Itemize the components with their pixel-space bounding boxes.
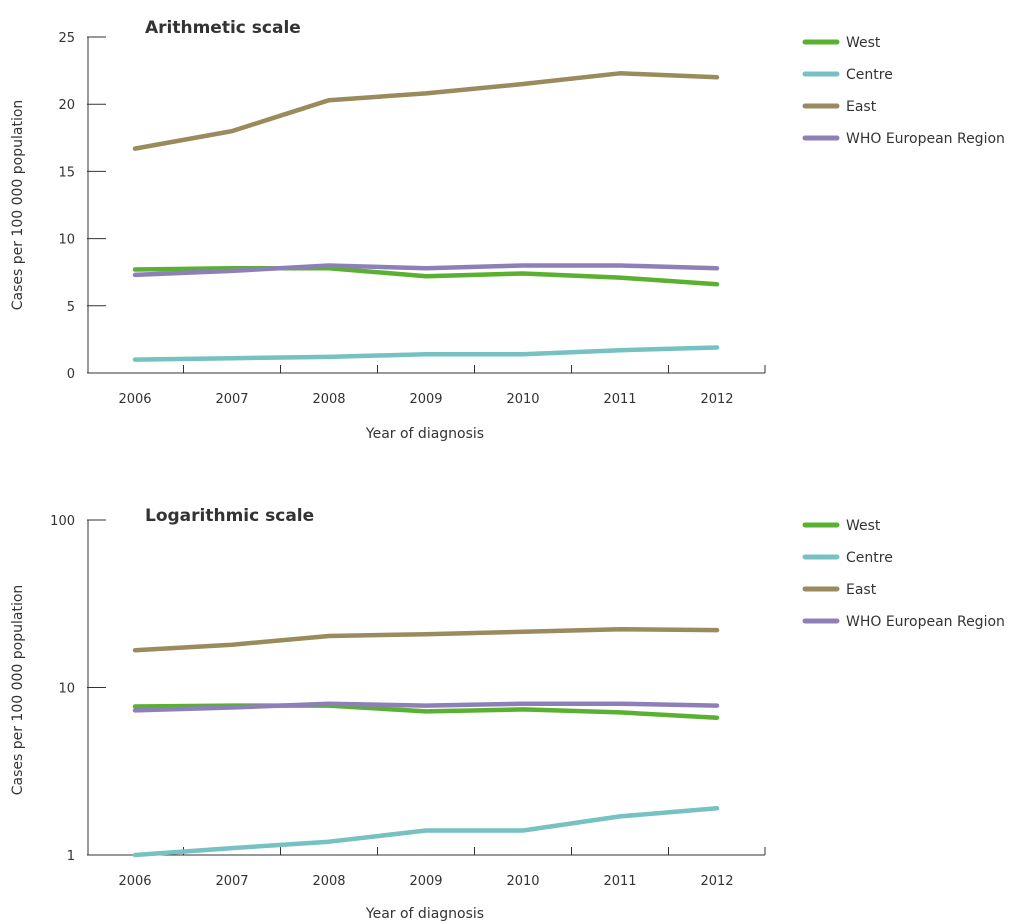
x-axis-title: Year of diagnosis bbox=[365, 906, 484, 922]
series-line-east bbox=[132, 626, 720, 653]
y-tick-label: 5 bbox=[67, 300, 75, 315]
legend-label: West bbox=[846, 518, 881, 534]
y-tick-label: 25 bbox=[58, 31, 75, 46]
y-tick-label: 10 bbox=[58, 233, 75, 248]
legend-label: WHO European Region bbox=[846, 131, 1005, 147]
x-tick-label: 2011 bbox=[603, 874, 636, 889]
y-tick-label: 1 bbox=[67, 849, 75, 864]
series-line-centre bbox=[132, 345, 720, 362]
y-tick-label: 20 bbox=[58, 98, 75, 113]
legend: West Centre East WHO European Region bbox=[802, 35, 1005, 147]
x-tick-label: 2009 bbox=[409, 392, 442, 407]
y-tick-label: 0 bbox=[67, 367, 75, 382]
x-tick-label: 2011 bbox=[603, 392, 636, 407]
x-tick-label: 2008 bbox=[312, 874, 345, 889]
y-axis-title: Cases per 100 000 population bbox=[10, 585, 26, 796]
chart-logarithmic: Logarithmic scale Cases per 100 000 popu… bbox=[10, 506, 1005, 922]
series-line-east bbox=[132, 71, 720, 151]
x-tick-label: 2006 bbox=[118, 392, 151, 407]
legend-label: Centre bbox=[846, 550, 893, 566]
series-lines bbox=[132, 71, 720, 362]
legend-label: East bbox=[846, 99, 877, 115]
x-tick-label: 2007 bbox=[215, 874, 248, 889]
series-line-who-european-region bbox=[132, 701, 720, 713]
legend: West Centre East WHO European Region bbox=[802, 518, 1005, 630]
series-line-who-european-region bbox=[132, 263, 720, 278]
series-line-west bbox=[132, 265, 720, 287]
x-tick-label: 2009 bbox=[409, 874, 442, 889]
x-tick-label: 2010 bbox=[506, 874, 539, 889]
series-line-centre bbox=[132, 806, 720, 858]
x-tick-label: 2012 bbox=[700, 392, 733, 407]
y-axis-title: Cases per 100 000 population bbox=[10, 100, 26, 311]
x-tick-label: 2012 bbox=[700, 874, 733, 889]
chart-arithmetic: Arithmetic scale Cases per 100 000 popul… bbox=[10, 18, 1005, 442]
x-tick-label: 2006 bbox=[118, 874, 151, 889]
x-tick-label: 2008 bbox=[312, 392, 345, 407]
x-tick-label: 2007 bbox=[215, 392, 248, 407]
x-axis-title: Year of diagnosis bbox=[365, 426, 484, 442]
y-tick-label: 100 bbox=[50, 514, 75, 529]
y-tick-label: 15 bbox=[58, 165, 75, 180]
x-tick-label: 2010 bbox=[506, 392, 539, 407]
legend-label: WHO European Region bbox=[846, 614, 1005, 630]
legend-label: East bbox=[846, 582, 877, 598]
legend-label: Centre bbox=[846, 67, 893, 83]
axes: 1 10 100 2006 2007 2008 2009 2010 2011 2012 bbox=[50, 514, 766, 889]
chart-title: Arithmetic scale bbox=[145, 18, 301, 38]
axes: 0 5 10 15 20 25 2006 2007 2008 2009 2010 2011 2012 bbox=[58, 31, 766, 407]
chart-title: Logarithmic scale bbox=[145, 506, 314, 526]
legend-label: West bbox=[846, 35, 881, 51]
series-lines bbox=[132, 626, 720, 858]
y-tick-label: 10 bbox=[58, 682, 75, 697]
